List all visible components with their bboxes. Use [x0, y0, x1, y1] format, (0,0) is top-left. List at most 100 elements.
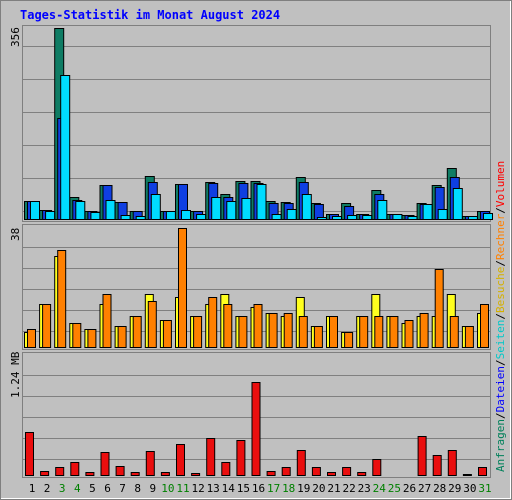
x-tick-label: 3 — [59, 482, 66, 495]
bar-volumen-day-21 — [327, 472, 336, 476]
x-tick-label: 30 — [463, 482, 476, 495]
bar-seiten-day-2 — [45, 211, 56, 220]
bar-seiten-day-4 — [75, 201, 86, 220]
bar-volumen-day-29 — [447, 450, 457, 476]
bar-rechner-day-28 — [434, 269, 444, 348]
bar-seiten-day-12 — [196, 214, 207, 220]
bar-rechner-day-6 — [102, 294, 112, 348]
x-tick-label: 21 — [327, 482, 340, 495]
bar-rechner-day-14 — [223, 304, 233, 348]
bar-volumen-day-18 — [281, 467, 291, 476]
bar-rechner-day-23 — [359, 316, 369, 348]
bar-rechner-day-5 — [87, 329, 97, 348]
bar-volumen-day-13 — [206, 438, 216, 476]
legend-entry: Anfragen — [494, 419, 507, 472]
bar-volumen-day-5 — [85, 472, 95, 476]
bar-rechner-day-29 — [449, 316, 459, 348]
bar-seiten-day-11 — [181, 210, 191, 220]
legend-entry: / — [494, 207, 507, 214]
bar-volumen-day-20 — [311, 467, 321, 476]
bar-volumen-day-22 — [342, 467, 352, 476]
bar-rechner-day-11 — [178, 228, 187, 348]
bar-rechner-day-9 — [147, 301, 157, 348]
x-tick-label: 26 — [403, 482, 416, 495]
bar-seiten-day-22 — [347, 215, 358, 220]
bar-volumen-day-10 — [160, 472, 170, 476]
legend-entry: / — [494, 359, 507, 366]
x-tick-label: 8 — [134, 482, 141, 495]
series-legend: Anfragen/Dateien/Seiten/Besuche/Rechner/… — [494, 161, 507, 472]
bar-rechner-day-4 — [72, 323, 82, 348]
bar-volumen-day-11 — [176, 444, 185, 476]
bar-rechner-day-22 — [344, 332, 354, 348]
x-tick-label: 29 — [448, 482, 461, 495]
bar-seiten-day-18 — [286, 209, 297, 220]
bar-volumen-day-7 — [115, 466, 125, 476]
bar-seiten-day-5 — [90, 212, 101, 220]
bar-rechner-day-21 — [329, 316, 338, 348]
bar-seiten-day-3 — [60, 75, 71, 220]
bar-volumen-day-14 — [221, 462, 231, 476]
bar-volumen-day-31 — [478, 467, 487, 476]
chart-title: Tages-Statistik im Monat August 2024 — [20, 8, 280, 22]
bar-rechner-day-10 — [162, 320, 172, 348]
x-tick-label: 7 — [119, 482, 126, 495]
bar-volumen-day-8 — [130, 472, 140, 476]
bar-seiten-day-25 — [392, 214, 403, 220]
bar-volumen-day-1 — [25, 432, 34, 476]
bar-seiten-day-31 — [483, 213, 493, 220]
bar-volumen-day-6 — [100, 452, 110, 476]
bar-rechner-day-30 — [464, 326, 474, 348]
bar-seiten-day-20 — [316, 217, 327, 220]
bar-rechner-day-17 — [268, 313, 278, 348]
bar-seiten-day-6 — [105, 200, 116, 220]
bar-volumen-day-4 — [70, 462, 80, 476]
bar-volumen-day-2 — [40, 471, 50, 476]
x-axis-labels: 1 2 3 4 5 6 7 8 9 10 11 12 13 14 15 16 17 18 19 20 21 22 23 24 2… — [29, 482, 492, 495]
x-tick-label: 9 — [149, 482, 156, 495]
x-tick-label: 20 — [312, 482, 325, 495]
x-tick-label: 2 — [44, 482, 51, 495]
x-tick-label: 6 — [104, 482, 111, 495]
x-tick-label: 16 — [252, 482, 265, 495]
x-tick-label: 4 — [74, 482, 81, 495]
x-tick-label: 1 — [29, 482, 36, 495]
legend-entry: Seiten — [494, 320, 507, 360]
bar-seiten-day-21 — [332, 216, 342, 220]
bar-seiten-day-24 — [377, 200, 388, 220]
bar-seiten-day-1 — [30, 201, 40, 220]
bar-rechner-day-12 — [193, 316, 203, 348]
bar-seiten-day-19 — [301, 194, 312, 220]
bar-volumen-day-19 — [296, 450, 306, 476]
bar-seiten-day-10 — [165, 211, 176, 220]
bar-rechner-day-7 — [117, 326, 127, 348]
x-tick-label: 31 — [478, 482, 491, 495]
x-tick-label: 18 — [282, 482, 295, 495]
bar-volumen-day-23 — [357, 472, 367, 476]
bar-rechner-day-26 — [404, 320, 414, 348]
x-tick-label: 11 — [176, 482, 189, 495]
x-tick-label: 27 — [418, 482, 431, 495]
bar-rechner-day-24 — [374, 316, 384, 348]
legend-entry: / — [494, 260, 507, 267]
bar-seiten-day-30 — [467, 216, 478, 220]
bar-rechner-day-20 — [313, 326, 323, 348]
bar-seiten-day-26 — [407, 216, 418, 220]
bar-volumen-day-16 — [251, 382, 261, 476]
legend-entry: Dateien — [494, 366, 507, 412]
x-tick-label: 12 — [191, 482, 204, 495]
x-tick-label: 13 — [207, 482, 220, 495]
x-tick-label: 14 — [222, 482, 236, 495]
x-tick-label: 15 — [237, 482, 250, 495]
bar-volumen-day-9 — [145, 451, 155, 476]
bar-rechner-day-15 — [238, 316, 248, 348]
bar-layer — [24, 28, 493, 476]
legend-entry: Rechner — [494, 213, 507, 260]
bar-rechner-day-3 — [57, 250, 67, 348]
visits-ymax-label: 38 — [9, 228, 22, 241]
x-tick-label: 17 — [267, 482, 280, 495]
bar-seiten-day-15 — [241, 198, 252, 220]
bar-volumen-day-28 — [432, 455, 442, 476]
bar-rechner-day-27 — [419, 313, 429, 348]
